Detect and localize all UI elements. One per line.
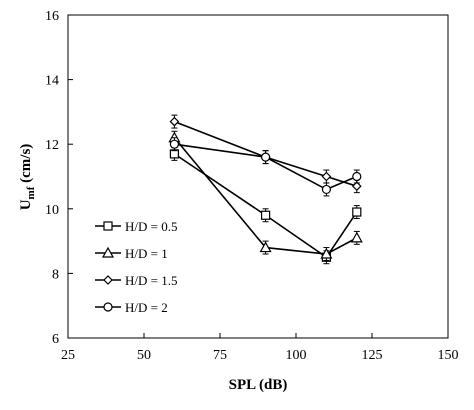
series-circle <box>169 137 362 197</box>
legend-label: H/D = 1.5 <box>125 273 177 288</box>
y-tick-label: 8 <box>52 267 59 282</box>
y-tick-label: 12 <box>45 138 59 153</box>
data-point-square <box>261 210 271 220</box>
series-layer <box>168 114 363 265</box>
legend-marker-diamond <box>103 275 113 285</box>
series-line-triangle <box>173 137 358 255</box>
data-point-square <box>352 207 362 217</box>
x-tick-label: 25 <box>61 348 75 363</box>
data-point-circle <box>169 139 179 149</box>
legend: H/D = 0.5 H/D = 1 H/D = 1.5 H/D = 2 <box>95 219 177 315</box>
y-tick-label: 16 <box>45 9 59 24</box>
series-line-circle <box>174 143 358 191</box>
x-tick-label: 150 <box>438 348 459 363</box>
x-tick-label: 50 <box>137 348 151 363</box>
legend-item: H/D = 0.5 <box>95 219 177 234</box>
y-axis-title: Umf (cm/s) <box>18 144 37 211</box>
legend-marker-square <box>103 221 113 231</box>
y-tick-label: 10 <box>45 203 59 218</box>
data-point-triangle <box>320 247 333 259</box>
y-axis-title-main: U <box>18 199 34 210</box>
x-axis-ticks: 25 50 75 100 125 150 <box>61 333 459 363</box>
data-point-circle <box>352 171 362 182</box>
legend-marker-circle <box>103 302 113 312</box>
legend-marker-triangle <box>101 246 115 258</box>
y-axis-title-unit: (cm/s) <box>18 144 34 187</box>
y-axis-ticks: 6 8 10 12 14 16 <box>45 9 73 347</box>
data-point-circle <box>261 152 271 162</box>
legend-label: H/D = 2 <box>125 300 168 315</box>
x-tick-label: 125 <box>362 348 383 363</box>
data-point-triangle <box>350 231 363 243</box>
legend-item: H/D = 1 <box>95 246 168 261</box>
data-point-diamond <box>169 116 180 127</box>
y-tick-label: 14 <box>45 74 59 89</box>
legend-item: H/D = 2 <box>95 300 168 315</box>
x-tick-label: 100 <box>286 348 307 363</box>
legend-item: H/D = 1.5 <box>95 273 177 288</box>
y-axis-title-subscript: mf <box>25 186 37 199</box>
y-tick-label: 6 <box>52 332 59 347</box>
x-axis-title: SPL (dB) <box>229 377 288 393</box>
data-point-circle <box>321 184 331 195</box>
data-point-triangle <box>259 241 272 253</box>
data-point-diamond <box>321 171 332 182</box>
legend-label: H/D = 0.5 <box>125 219 177 234</box>
plot-area <box>67 14 449 339</box>
series-line-square <box>173 153 358 259</box>
data-point-diamond <box>351 181 362 192</box>
x-tick-label: 75 <box>213 348 227 363</box>
legend-label: H/D = 1 <box>125 246 168 261</box>
series-line-diamond <box>174 120 358 187</box>
